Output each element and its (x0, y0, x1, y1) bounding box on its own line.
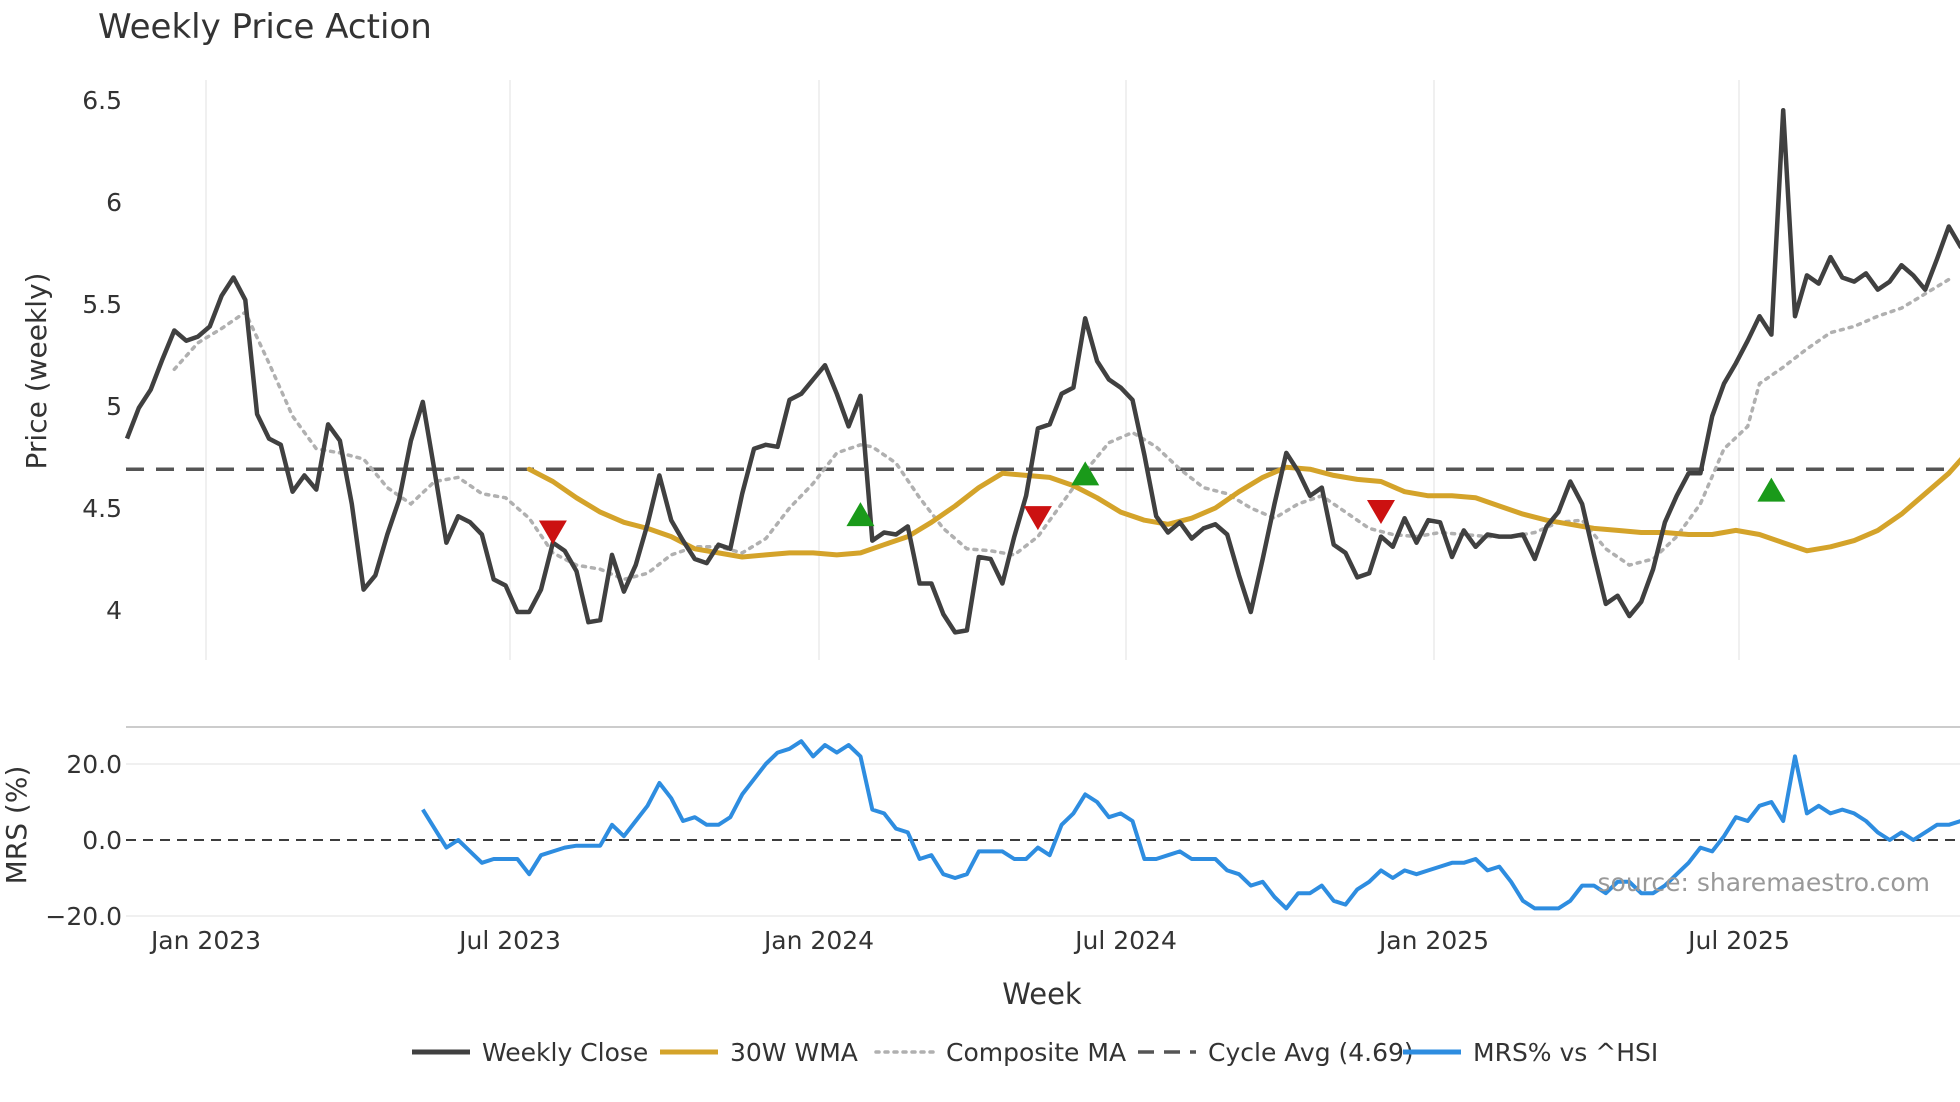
wma-30w-line (526, 457, 1960, 560)
mrs-y-tick-label: 0.0 (82, 826, 122, 855)
series-layer (124, 107, 1960, 911)
sell-signal-marker (538, 520, 567, 545)
legend-label: Cycle Avg (4.69) (1208, 1038, 1414, 1067)
mrs-line (421, 739, 1960, 911)
mrs-y-ticks: 20.0 0.0 −20.0 (45, 750, 122, 931)
x-axis-label: Week (1002, 977, 1082, 1011)
x-tick-label: Jan 2025 (1377, 926, 1489, 955)
sell-signal-marker (1023, 506, 1052, 531)
legend-label: 30W WMA (730, 1038, 858, 1067)
mrs-y-axis-label: MRS (%) (0, 766, 33, 885)
sell-signal-marker (1366, 500, 1395, 525)
mrs-grid (126, 763, 1960, 917)
weekly-close-line (124, 107, 1960, 635)
price-y-tick-label: 5 (106, 392, 122, 421)
price-grid (205, 80, 1740, 660)
price-y-axis-label: Price (weekly) (20, 273, 53, 470)
x-ticks: Jan 2023 Jul 2023 Jan 2024 Jul 2024 Jan 2025… (149, 926, 1790, 955)
price-y-ticks: 4 4.5 5 5.5 6 6.5 (82, 86, 122, 625)
source-note: source: sharemaestro.com (1598, 868, 1931, 897)
x-tick-label: Jul 2023 (457, 926, 561, 955)
price-y-tick-label: 6 (106, 188, 122, 217)
legend-label: MRS% vs ^HSI (1473, 1038, 1658, 1067)
composite-ma-line (172, 277, 1951, 582)
legend-label: Weekly Close (482, 1038, 648, 1067)
chart-title: Weekly Price Action (98, 7, 432, 47)
x-tick-label: Jul 2024 (1073, 926, 1177, 955)
buy-signal-marker (1071, 461, 1100, 486)
price-y-tick-label: 6.5 (82, 86, 122, 115)
legend-label: Composite MA (946, 1038, 1126, 1067)
price-y-tick-label: 4 (106, 596, 122, 625)
mrs-y-tick-label: −20.0 (45, 902, 122, 931)
buy-signal-marker (1757, 477, 1786, 502)
x-tick-label: Jul 2025 (1686, 926, 1790, 955)
x-tick-label: Jan 2024 (762, 926, 874, 955)
buy-signal-marker (846, 502, 875, 527)
mrs-y-tick-label: 20.0 (66, 750, 122, 779)
price-y-tick-label: 4.5 (82, 494, 122, 523)
x-tick-label: Jan 2023 (149, 926, 261, 955)
legend: Weekly Close 30W WMA Composite MA Cycle Avg… (412, 1038, 1658, 1067)
price-y-tick-label: 5.5 (82, 290, 122, 319)
